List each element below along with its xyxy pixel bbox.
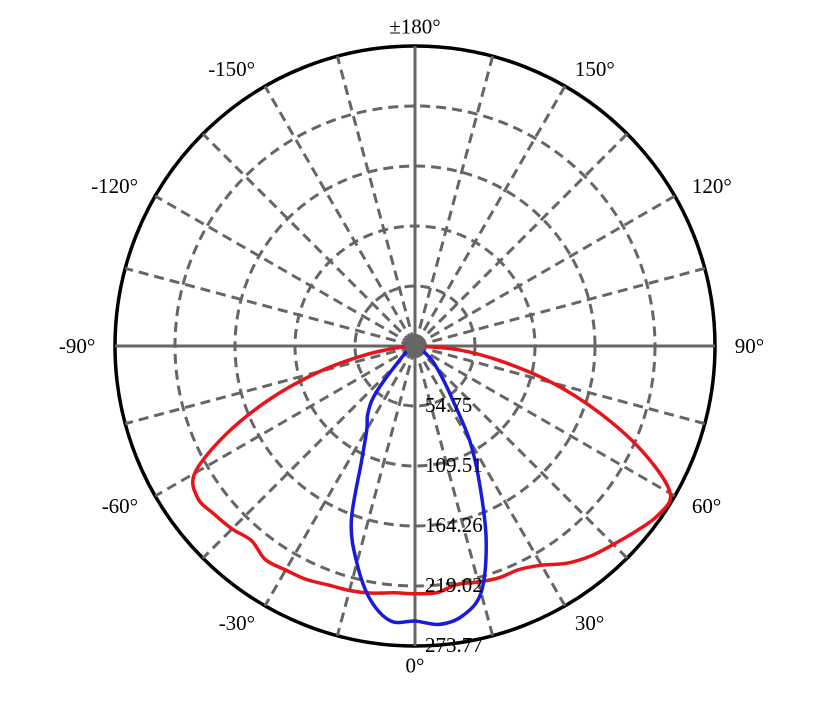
label-layer: ±180° 150° -150° 120° -120° 90° -90° 60° -60° 30°… — [59, 14, 764, 677]
grid-spoke — [154, 194, 676, 498]
radial-tick-label: 54.75 — [425, 393, 472, 417]
angle-label: 120° — [692, 174, 732, 198]
angle-label: 0° — [406, 654, 425, 678]
angle-label: -30° — [219, 611, 255, 635]
grid-spoke — [263, 85, 567, 607]
angle-label: -60° — [102, 494, 138, 518]
center-dot — [405, 336, 425, 356]
grid-spoke — [263, 85, 567, 607]
grid-spoke — [201, 132, 629, 560]
radial-tick-label: 219.02 — [425, 573, 483, 597]
angle-label: -90° — [59, 334, 95, 358]
grid-spoke — [201, 132, 629, 560]
grid-spoke — [154, 194, 676, 498]
grid-spoke — [335, 55, 495, 637]
angle-label: -120° — [91, 174, 138, 198]
radial-tick-label: 164.26 — [425, 513, 483, 537]
grid-spoke — [124, 266, 706, 426]
angle-label: 60° — [692, 494, 721, 518]
angle-label: -150° — [208, 57, 255, 81]
angle-label: 30° — [575, 611, 604, 635]
radial-tick-label: 273.77 — [425, 633, 483, 657]
grid-spoke — [335, 55, 495, 637]
series-line-1 — [191, 344, 673, 596]
radial-tick-label: 109.51 — [425, 453, 483, 477]
series-layer — [191, 344, 673, 627]
angle-label: 90° — [735, 334, 764, 358]
grid-spoke — [124, 266, 706, 426]
angle-label: 150° — [575, 57, 615, 81]
angle-label: ±180° — [389, 14, 440, 38]
series-line-2 — [349, 346, 488, 627]
